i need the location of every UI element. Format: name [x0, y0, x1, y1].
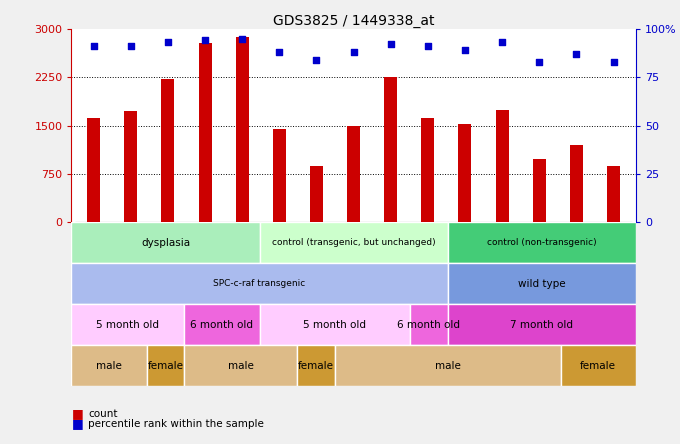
Point: [200, 37, 211, 44]
Point: [311, 56, 322, 63]
Bar: [236, 37, 249, 222]
Text: control (non-transgenic): control (non-transgenic): [487, 238, 596, 247]
Bar: [71, 263, 447, 305]
Point: [386, 41, 396, 48]
Point: [571, 51, 582, 58]
Text: 7 month old: 7 month old: [510, 320, 573, 330]
Bar: [384, 77, 397, 222]
Text: 5 month old: 5 month old: [97, 320, 159, 330]
Text: count: count: [88, 409, 118, 419]
Bar: [184, 345, 297, 386]
Bar: [335, 345, 560, 386]
Bar: [447, 263, 636, 305]
Bar: [147, 345, 184, 386]
Bar: [410, 305, 447, 345]
Bar: [347, 126, 360, 222]
Bar: [184, 305, 260, 345]
Point: [348, 48, 359, 56]
Bar: [310, 166, 323, 222]
Bar: [161, 79, 175, 222]
Bar: [496, 110, 509, 222]
Bar: [422, 118, 435, 222]
Bar: [199, 43, 211, 222]
Point: [163, 39, 173, 46]
Point: [125, 43, 136, 50]
Bar: [447, 305, 636, 345]
Text: wild type: wild type: [518, 279, 566, 289]
Text: dysplasia: dysplasia: [141, 238, 190, 248]
Text: female: female: [148, 361, 184, 371]
Point: [534, 58, 545, 65]
Text: 6 month old: 6 month old: [190, 320, 254, 330]
Text: male: male: [96, 361, 122, 371]
Bar: [260, 305, 410, 345]
Point: [608, 58, 619, 65]
Point: [460, 47, 471, 54]
Bar: [260, 222, 447, 263]
Bar: [532, 159, 546, 222]
Text: percentile rank within the sample: percentile rank within the sample: [88, 419, 265, 429]
Point: [237, 35, 248, 42]
Bar: [570, 145, 583, 222]
Text: female: female: [580, 361, 616, 371]
Point: [88, 43, 99, 50]
Text: male: male: [228, 361, 254, 371]
Bar: [124, 111, 137, 222]
Bar: [297, 345, 335, 386]
Text: ■: ■: [71, 407, 83, 420]
Text: male: male: [435, 361, 460, 371]
Text: 5 month old: 5 month old: [303, 320, 367, 330]
Bar: [87, 118, 100, 222]
Bar: [71, 305, 184, 345]
Text: SPC-c-raf transgenic: SPC-c-raf transgenic: [214, 279, 305, 289]
Text: 6 month old: 6 month old: [397, 320, 460, 330]
Bar: [71, 345, 147, 386]
Bar: [273, 129, 286, 222]
Point: [274, 48, 285, 56]
Bar: [458, 124, 471, 222]
Bar: [71, 222, 260, 263]
Point: [422, 43, 433, 50]
Point: [496, 39, 507, 46]
Bar: [447, 222, 636, 263]
Bar: [560, 345, 636, 386]
Text: ■: ■: [71, 417, 83, 431]
Title: GDS3825 / 1449338_at: GDS3825 / 1449338_at: [273, 14, 435, 28]
Bar: [607, 166, 620, 222]
Text: female: female: [298, 361, 334, 371]
Text: control (transgenic, but unchanged): control (transgenic, but unchanged): [272, 238, 435, 247]
